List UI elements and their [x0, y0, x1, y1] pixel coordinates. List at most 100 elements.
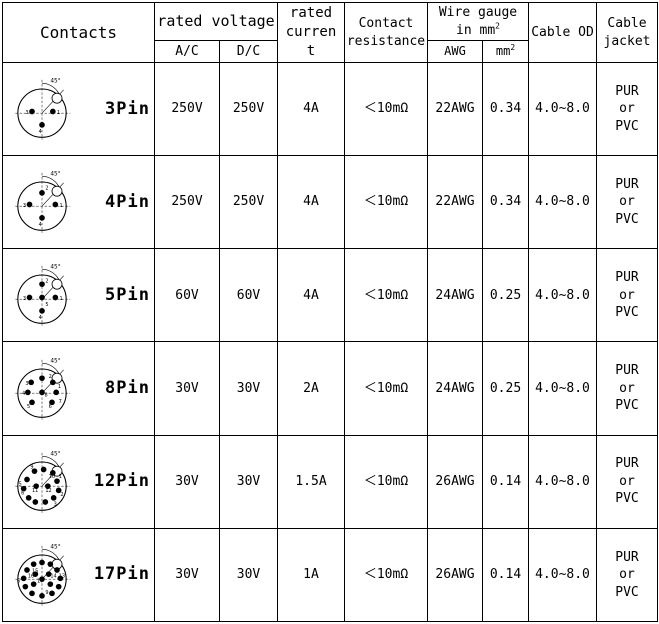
jacket-text: PVC: [615, 491, 639, 507]
ac-voltage-cell: 30V: [154, 434, 220, 529]
dc-voltage-cell: 30V: [219, 434, 278, 529]
dc-voltage-cell: 30V: [219, 527, 278, 623]
pin-number: 5: [45, 302, 48, 308]
pin-number: 2: [49, 374, 52, 380]
cable-jacket-cell: PUR or PVC: [596, 155, 658, 250]
contact-resistance-cell: ＜10mΩ: [344, 341, 428, 436]
pin-dot: [52, 201, 59, 208]
pin-dot: [50, 379, 56, 385]
mm2-cell: 0.14: [482, 434, 529, 529]
cable-od-cell: 4.0~8.0: [528, 155, 597, 250]
pin-count-label: 17Pin: [93, 564, 150, 585]
contact-resistance-cell: ＜10mΩ: [344, 434, 428, 529]
table-row: 45° 3 1 4 3Pin 250V 250V 4A ＜10mΩ 22AWG 0.34 4.0~8.…: [2, 61, 658, 157]
pin-number: 3: [23, 296, 26, 302]
jacket-text: or: [619, 567, 635, 583]
mm2-cell: 0.34: [482, 155, 529, 250]
pin-number: 1: [60, 203, 63, 209]
ac-voltage-cell: 30V: [154, 527, 220, 623]
awg-cell: 22AWG: [427, 61, 483, 157]
angle-label: 45°: [50, 544, 60, 550]
pin-number: 1: [58, 384, 61, 390]
header-mm2: mm2: [482, 40, 529, 63]
pin-number: 2: [60, 492, 63, 498]
pin-number: 4: [22, 390, 25, 396]
jacket-text: PUR: [615, 363, 639, 379]
cable-od-cell: 4.0~8.0: [528, 248, 597, 343]
pin-dot: [20, 485, 27, 492]
pin-number: 4: [39, 222, 42, 228]
pin-number: 17: [37, 578, 43, 584]
cable-jacket-cell: PUR or PVC: [596, 434, 658, 529]
contacts-cell: 45° 9 10 1 11 12 5 6 2 3 12Pin: [2, 434, 155, 529]
pin-dot: [40, 466, 47, 473]
pin-dot: [45, 571, 52, 577]
cable-jacket-cell: PUR or PVC: [596, 61, 658, 157]
jacket-text: or: [619, 101, 635, 117]
pin-number: 6: [17, 578, 20, 584]
pin-layout-diagram: 45° 3 1 4: [15, 78, 71, 140]
pin-dot: [29, 590, 35, 597]
pin-count-label: 3Pin: [105, 98, 150, 119]
pin-dot: [39, 308, 45, 315]
pin-number: 5: [27, 404, 30, 410]
pin-dot: [45, 483, 51, 489]
rated-current-cell: 1.5A: [277, 434, 345, 529]
mm2-cell: 0.14: [482, 527, 529, 623]
angle-label: 45°: [50, 358, 60, 364]
awg-cell: 24AWG: [427, 248, 483, 343]
pin-dot: [39, 215, 45, 221]
pin-dot: [26, 295, 33, 301]
pin-dot: [39, 576, 45, 582]
pin-number: 8: [45, 392, 48, 398]
awg-cell: 24AWG: [427, 341, 483, 436]
pin-dot: [54, 478, 60, 484]
pin-layout-diagram: 45° 2 3 1 4: [15, 172, 71, 234]
cable-od-cell: 4.0~8.0: [528, 527, 597, 623]
pin-dot: [49, 399, 55, 405]
pin-dot: [31, 468, 38, 474]
table-row: 45° 2 3 1 4 4Pin 250V 250V 4A ＜10mΩ 22AWG 0.34 4.0~8…: [2, 155, 658, 250]
pin-dot: [39, 389, 45, 395]
pin-dot: [39, 190, 45, 196]
pin-number: 7: [59, 399, 62, 405]
pin-dot: [52, 295, 59, 301]
pin-dot: [39, 295, 45, 301]
jacket-text: PUR: [615, 83, 639, 99]
header-dc: D/C: [219, 40, 278, 63]
pin-number: 15: [32, 568, 38, 574]
pin-number: 11: [32, 488, 38, 494]
contacts-cell: 45° 2 3 1 4 4Pin: [2, 155, 155, 250]
pin-dot: [30, 581, 37, 587]
pin-dot: [28, 379, 34, 385]
angle-label: 45°: [50, 78, 60, 84]
jacket-text: PUR: [615, 549, 639, 565]
pin-dot: [55, 583, 62, 590]
dc-voltage-cell: 60V: [219, 248, 278, 343]
contact-resistance-cell: ＜10mΩ: [344, 155, 428, 250]
pin-number: 2: [45, 186, 48, 192]
coding-key: [51, 92, 63, 104]
pin-number: 3: [54, 501, 57, 507]
pin-dot: [39, 592, 45, 599]
table-row: 45° 1 2 3 4 5 6 7 8 8Pin 30V 30V 2A ＜10mΩ 24AWG 0.25 4.0…: [2, 341, 658, 436]
rated-current-cell: 2A: [277, 341, 345, 436]
pin-number: 3: [25, 110, 28, 116]
ac-voltage-cell: 30V: [154, 341, 220, 436]
contacts-cell: 45° 15 16 14 13 17 9 6 17Pin: [2, 527, 155, 623]
cable-jacket-cell: PUR or PVC: [596, 248, 658, 343]
pin-dot: [57, 575, 64, 582]
angle-label: 45°: [50, 451, 60, 457]
pin-dot: [26, 201, 33, 208]
jacket-text: PUR: [615, 176, 639, 192]
angle-arc: [41, 455, 59, 467]
pin-dot: [39, 122, 45, 128]
pin-number: 3: [23, 203, 26, 209]
dc-voltage-cell: 250V: [219, 61, 278, 157]
angle-label: 45°: [50, 265, 60, 271]
pin-count-label: 12Pin: [93, 471, 150, 492]
angle-arc: [41, 548, 59, 560]
header-cable-od: Cable OD: [528, 2, 597, 63]
header-wire-gauge: Wire gauge in mm2: [427, 2, 529, 41]
